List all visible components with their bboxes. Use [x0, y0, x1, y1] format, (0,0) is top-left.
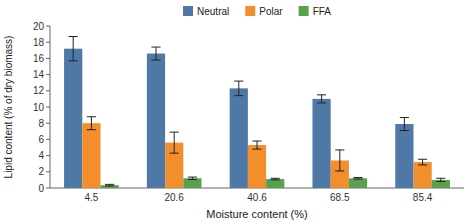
error-bar — [436, 178, 445, 181]
legend: Neutral Polar FFA — [183, 6, 331, 17]
y-tick-label: 18 — [33, 37, 45, 48]
y-tick — [46, 90, 50, 91]
y-tick — [46, 123, 50, 124]
bar — [147, 54, 165, 188]
error-bar — [69, 37, 78, 61]
legend-swatch — [183, 6, 193, 16]
x-tick-label: 68.5 — [330, 192, 350, 203]
bar — [312, 99, 330, 188]
x-tick-label: 85.4 — [413, 192, 433, 203]
bar — [413, 162, 431, 188]
legend-swatch — [299, 6, 309, 16]
error-bar — [418, 159, 427, 165]
error-bar — [87, 117, 96, 130]
error-bar — [400, 118, 409, 131]
y-tick — [46, 155, 50, 156]
legend-item: FFA — [299, 6, 332, 17]
y-tick-label: 10 — [33, 102, 45, 113]
chart: 0 2 4 6 8 10 12 14 16 18 20 4.5 20.6 40.6 68.5 85.4 Mois… — [0, 0, 474, 224]
bar — [432, 180, 450, 188]
legend-swatch — [245, 6, 255, 16]
legend-item: Polar — [245, 6, 283, 17]
error-bar — [353, 177, 362, 179]
y-axis — [50, 26, 51, 188]
error-bar — [105, 184, 114, 186]
y-tick-label: 0 — [38, 183, 44, 194]
y-tick — [46, 74, 50, 75]
bar — [395, 124, 413, 188]
x-tick-label: 4.5 — [84, 192, 98, 203]
legend-item: Neutral — [183, 6, 229, 17]
y-tick — [46, 58, 50, 59]
bar — [230, 88, 248, 188]
bar — [349, 178, 367, 188]
y-tick-label: 16 — [33, 53, 45, 64]
legend-label: FFA — [313, 6, 332, 17]
y-tick — [46, 107, 50, 108]
bar — [82, 123, 100, 188]
bar — [101, 185, 119, 188]
error-bar — [317, 95, 326, 103]
y-tick — [46, 188, 50, 189]
bar — [64, 49, 82, 188]
bar — [183, 178, 201, 188]
y-tick-label: 2 — [38, 166, 44, 177]
bar — [248, 145, 266, 188]
y-tick-label: 4 — [38, 150, 44, 161]
error-bar — [234, 81, 243, 96]
error-bar — [188, 177, 197, 179]
y-tick — [46, 171, 50, 172]
y-axis-label: Lipid content (% of dry biomass) — [3, 36, 14, 179]
y-tick-label: 8 — [38, 118, 44, 129]
plot-area — [64, 37, 450, 188]
bar — [266, 179, 284, 188]
y-tick — [46, 139, 50, 140]
x-tick-label: 20.6 — [164, 192, 184, 203]
y-tick-label: 12 — [33, 85, 45, 96]
x-tick-label: 40.6 — [247, 192, 267, 203]
error-bar — [335, 150, 344, 171]
error-bar — [252, 141, 261, 149]
y-tick — [46, 26, 50, 27]
legend-label: Polar — [259, 6, 283, 17]
y-tick-label: 14 — [33, 69, 45, 80]
error-bar — [151, 47, 160, 60]
legend-label: Neutral — [197, 6, 229, 17]
y-tick — [46, 42, 50, 43]
error-bar — [271, 178, 280, 180]
error-bar — [170, 132, 179, 153]
y-tick-label: 6 — [38, 134, 44, 145]
y-tick-label: 20 — [33, 21, 45, 32]
x-axis-label: Moisture content (%) — [206, 208, 307, 220]
